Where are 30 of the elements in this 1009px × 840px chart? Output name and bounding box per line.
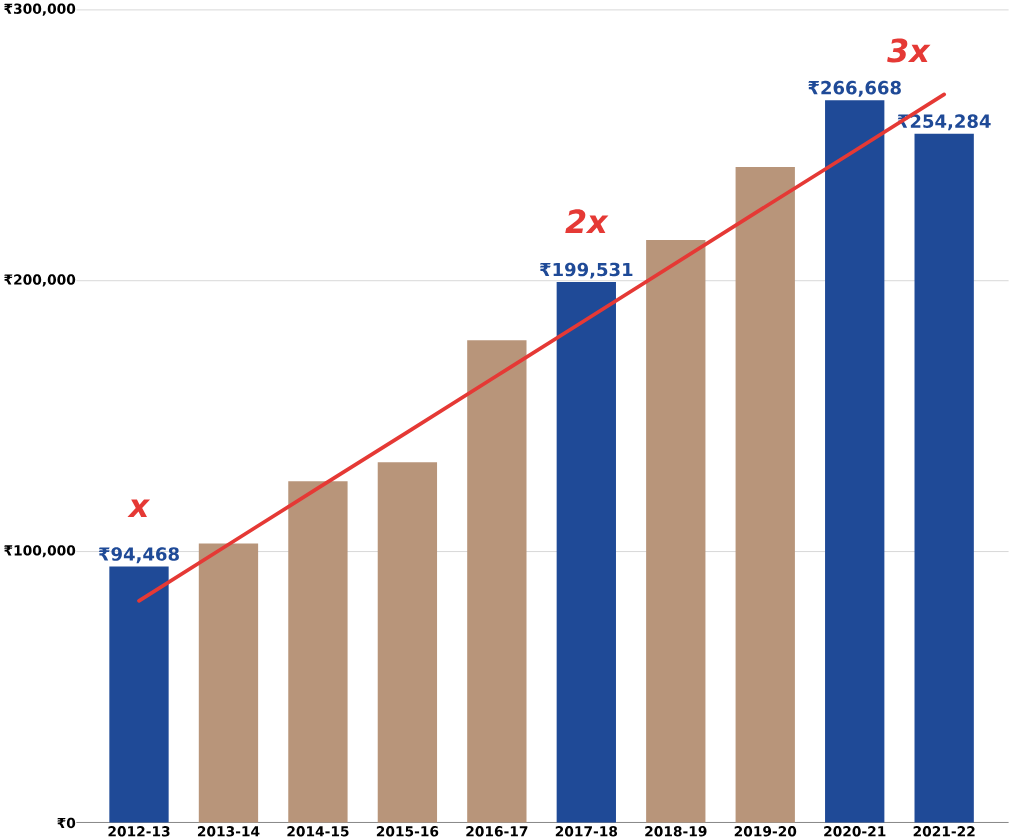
- y-tick-label: ₹200,000: [4, 274, 76, 287]
- bar: [646, 240, 706, 823]
- y-tick-label: ₹0: [57, 817, 76, 829]
- x-tick-label: 2020-21: [824, 826, 886, 837]
- data-label: ₹266,668: [808, 80, 901, 97]
- bar: [109, 566, 169, 823]
- annotation: 2x: [565, 209, 609, 233]
- x-tick-label: 2014-15: [287, 826, 349, 837]
- bar: [825, 100, 885, 823]
- x-tick-label: 2015-16: [376, 826, 439, 837]
- bar: [198, 543, 259, 823]
- x-tick-label: 2013-14: [197, 826, 260, 837]
- bar: [288, 481, 348, 823]
- annotation: 3x: [887, 38, 931, 63]
- data-label: ₹94,468: [98, 547, 179, 564]
- bar: [467, 340, 527, 823]
- x-tick-label: 2012-13: [108, 826, 170, 837]
- x-tick-label: 2016-17: [466, 826, 528, 837]
- bar: [735, 166, 795, 823]
- x-tick-label: 2019-20: [734, 826, 797, 837]
- bar: [914, 133, 974, 823]
- x-tick-label: 2017-18: [555, 826, 618, 837]
- x-tick-label: 2021-22: [913, 826, 975, 837]
- x-tick-label: 2018-19: [645, 826, 707, 837]
- data-label: ₹199,531: [539, 262, 633, 279]
- annotation: x: [127, 499, 151, 517]
- y-tick-label: ₹100,000: [4, 545, 76, 558]
- bar: [377, 462, 438, 823]
- bar: [556, 281, 616, 823]
- y-tick-label: ₹300,000: [4, 3, 76, 16]
